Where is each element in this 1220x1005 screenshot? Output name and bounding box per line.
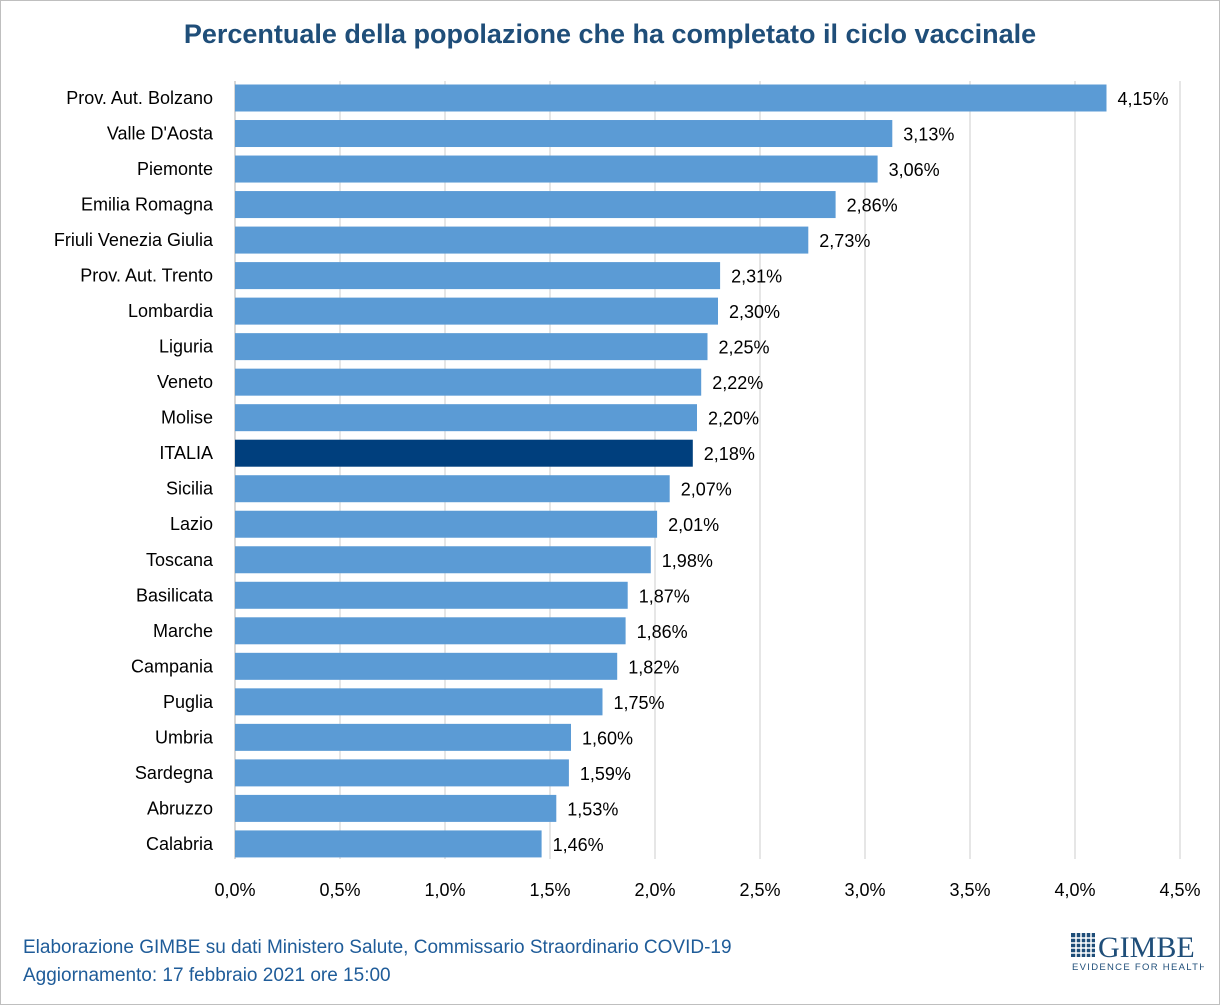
bar — [235, 475, 670, 503]
bar — [235, 759, 569, 787]
x-tick-label: 1,0% — [424, 880, 465, 900]
x-tick-label: 2,5% — [739, 880, 780, 900]
y-category-label: Campania — [131, 656, 214, 676]
data-label: 2,01% — [668, 515, 719, 535]
y-category-label: Veneto — [157, 372, 213, 392]
bar — [235, 155, 878, 183]
bar — [235, 546, 651, 574]
y-category-label: Puglia — [163, 692, 214, 712]
bar — [235, 226, 809, 254]
data-label: 1,53% — [567, 799, 618, 819]
data-label: 1,75% — [614, 693, 665, 713]
bar — [235, 368, 702, 396]
data-label: 1,87% — [639, 586, 690, 606]
gimbe-logo: GIMBE EVIDENCE FOR HEALTH — [1071, 931, 1204, 973]
x-tick-label: 4,5% — [1159, 880, 1200, 900]
x-tick-label: 0,5% — [319, 880, 360, 900]
data-label: 4,15% — [1118, 89, 1169, 109]
data-label: 2,20% — [708, 409, 759, 429]
y-category-label: Lazio — [170, 514, 213, 534]
bar — [235, 688, 603, 716]
y-category-label: Sicilia — [166, 479, 214, 499]
x-tick-label: 2,0% — [634, 880, 675, 900]
x-tick-label: 3,0% — [844, 880, 885, 900]
bar — [235, 652, 618, 680]
bar — [235, 830, 542, 858]
y-category-label: Marche — [153, 621, 213, 641]
y-category-label: Lombardia — [128, 301, 214, 321]
bar-chart: 0,0% 0,5% 1,0% 1,5% 2,0% 2,5% 3,0% 3,5% 4,0% 4,5%… — [54, 81, 1201, 900]
data-label: 2,07% — [681, 480, 732, 500]
x-tick-label: 0,0% — [214, 880, 255, 900]
bar — [235, 262, 721, 290]
y-category-label: Sardegna — [135, 763, 214, 783]
bar — [235, 84, 1107, 112]
footer-update: Aggiornamento: 17 febbraio 2021 ore 15:0… — [23, 965, 391, 986]
bar — [235, 510, 658, 538]
y-category-label: Abruzzo — [147, 798, 213, 818]
data-label: 2,22% — [712, 373, 763, 393]
logo-text: GIMBE — [1098, 931, 1195, 964]
data-label: 1,82% — [628, 657, 679, 677]
y-category-label: Toscana — [146, 550, 214, 570]
y-category-label: Calabria — [146, 834, 214, 854]
logo-tagline: EVIDENCE FOR HEALTH — [1072, 962, 1204, 973]
data-label: 2,31% — [731, 267, 782, 287]
bar — [235, 723, 571, 751]
y-category-label: Friuli Venezia Giulia — [54, 230, 214, 250]
data-label: 2,25% — [719, 338, 770, 358]
bar — [235, 191, 836, 219]
bar — [235, 794, 557, 822]
data-label: 2,73% — [819, 231, 870, 251]
data-label: 1,60% — [582, 728, 633, 748]
y-category-label: Basilicata — [136, 585, 214, 605]
x-tick-label: 4,0% — [1054, 880, 1095, 900]
data-label: 1,59% — [580, 764, 631, 784]
data-label: 1,46% — [553, 835, 604, 855]
x-tick-label: 1,5% — [529, 880, 570, 900]
y-category-label: Liguria — [159, 337, 214, 357]
y-category-label: ITALIA — [159, 443, 213, 463]
y-category-label: Emilia Romagna — [81, 195, 214, 215]
bar — [235, 297, 718, 325]
bar — [235, 439, 693, 467]
y-category-label: Prov. Aut. Bolzano — [66, 88, 213, 108]
y-category-label: Prov. Aut. Trento — [80, 266, 213, 286]
data-label: 2,18% — [704, 444, 755, 464]
y-category-label: Umbria — [155, 727, 214, 747]
chart-title: Percentuale della popolazione che ha com… — [183, 19, 1037, 49]
y-category-label: Piemonte — [137, 159, 213, 179]
bar — [235, 581, 628, 609]
data-label: 2,86% — [847, 196, 898, 216]
bar — [235, 404, 697, 432]
logo-grid-icon — [1071, 933, 1095, 957]
y-category-label: Molise — [161, 408, 213, 428]
x-tick-label: 3,5% — [949, 880, 990, 900]
footer-source: Elaborazione GIMBE su dati Ministero Sal… — [23, 937, 732, 958]
data-label: 1,86% — [637, 622, 688, 642]
data-label: 2,30% — [729, 302, 780, 322]
data-label: 3,06% — [889, 160, 940, 180]
y-category-label: Valle D'Aosta — [107, 124, 214, 144]
data-label: 3,13% — [903, 125, 954, 145]
bar — [235, 120, 893, 148]
bar — [235, 333, 708, 361]
data-label: 1,98% — [662, 551, 713, 571]
bar — [235, 617, 626, 645]
